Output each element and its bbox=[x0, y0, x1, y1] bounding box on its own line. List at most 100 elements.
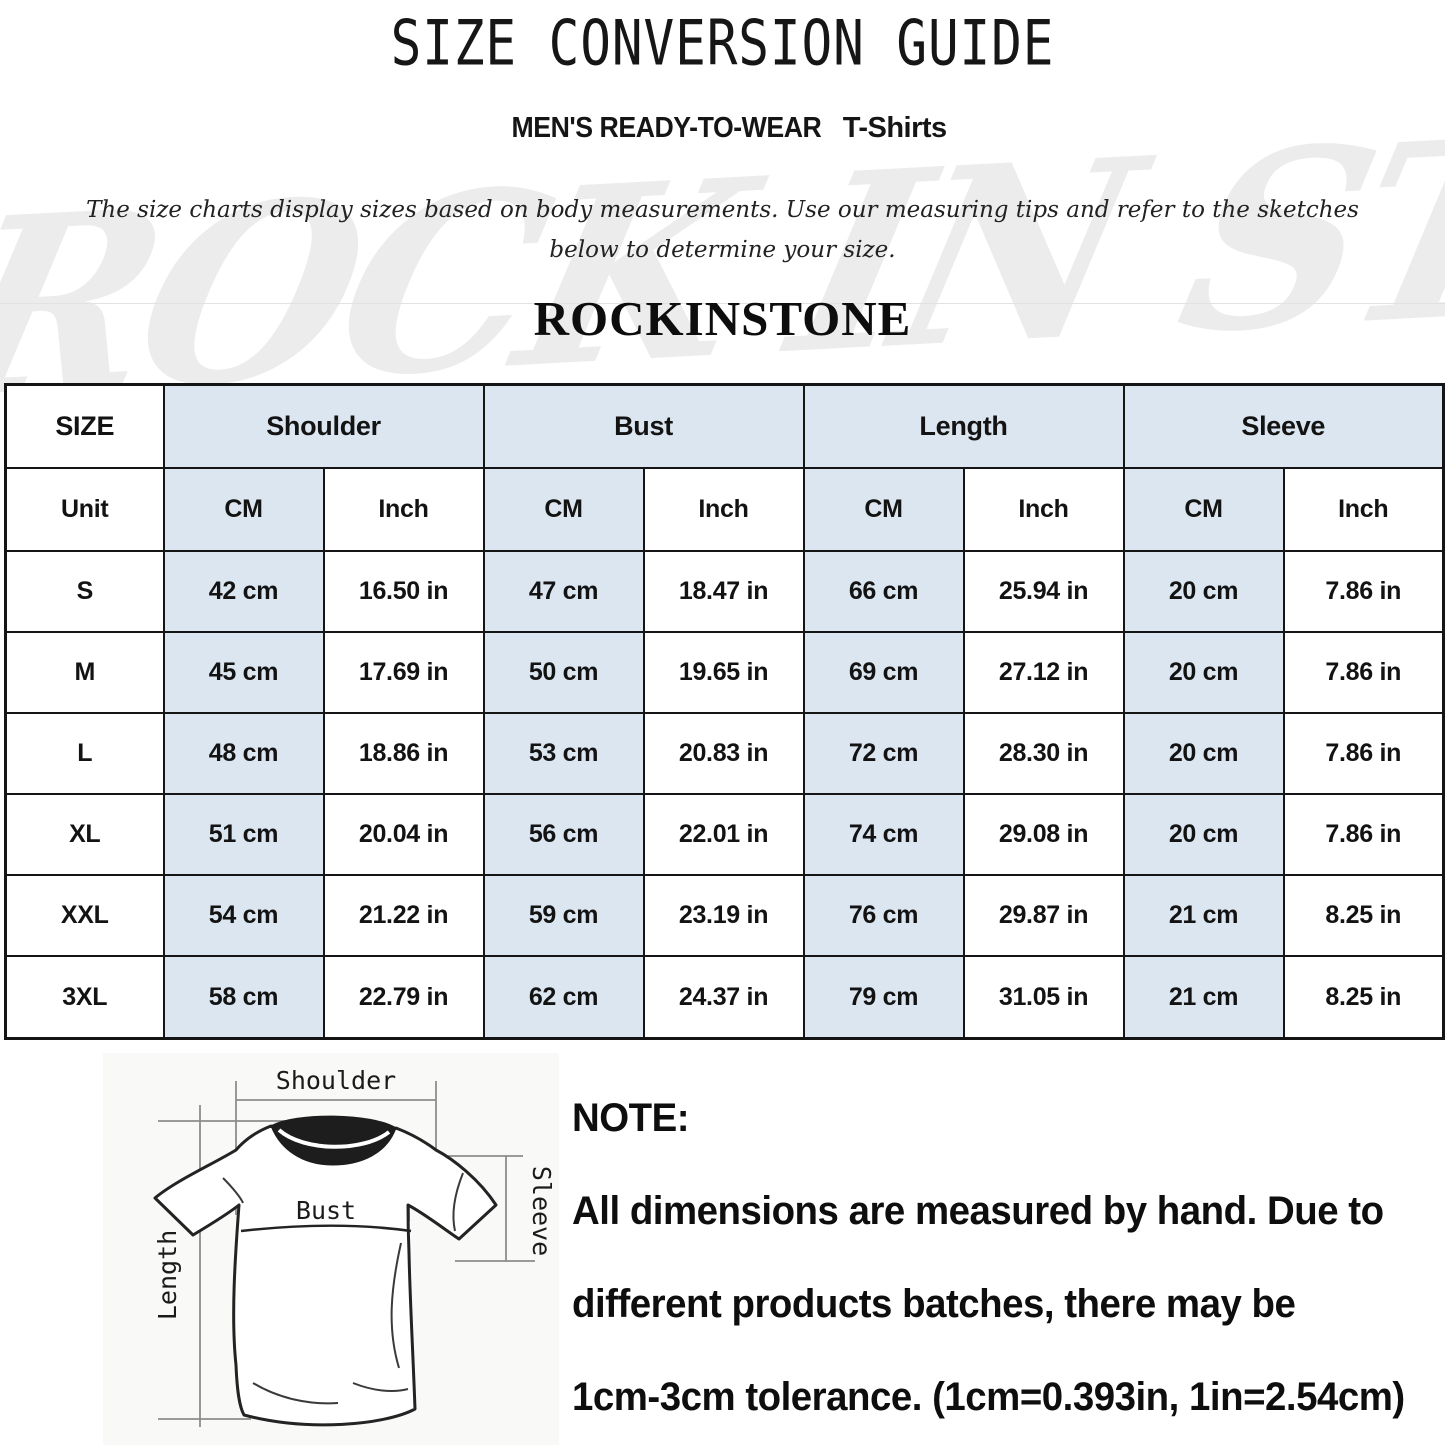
table-cell: 7.86 in bbox=[1282, 631, 1445, 715]
table-cell: 24.37 in bbox=[642, 955, 805, 1040]
subtitle-category: MEN'S READY-TO-WEAR bbox=[511, 112, 822, 144]
tshirt-outline bbox=[153, 1124, 498, 1427]
table-row-xxl: XXL 54 cm 21.22 in 59 cm 23.19 in 76 cm … bbox=[4, 874, 1445, 958]
table-cell: 8.25 in bbox=[1282, 874, 1445, 958]
table-row-m: M 45 cm 17.69 in 50 cm 19.65 in 69 cm 27… bbox=[4, 631, 1445, 715]
tshirt-collar-rib bbox=[277, 1128, 391, 1149]
brand-name: ROCKINSTONE bbox=[533, 291, 912, 346]
bust-line bbox=[240, 1224, 412, 1233]
size-label: M bbox=[4, 631, 165, 715]
table-cell: 51 cm bbox=[162, 793, 325, 877]
table-cell: 56 cm bbox=[482, 793, 645, 877]
table-cell: 27.12 in bbox=[962, 631, 1125, 715]
table-cell: 69 cm bbox=[802, 631, 965, 715]
size-label: 3XL bbox=[4, 955, 165, 1040]
table-cell: 66 cm bbox=[802, 549, 965, 634]
table-cell: 21 cm bbox=[1122, 955, 1285, 1040]
table-cell: 48 cm bbox=[162, 712, 325, 796]
unit-cell: CM bbox=[482, 467, 645, 552]
table-cell: 79 cm bbox=[802, 955, 965, 1040]
size-label: S bbox=[4, 549, 165, 634]
table-cell: 72 cm bbox=[802, 712, 965, 796]
table-cell: 59 cm bbox=[482, 874, 645, 958]
table-row-l: L 48 cm 18.86 in 53 cm 20.83 in 72 cm 28… bbox=[4, 712, 1445, 796]
table-cell: 25.94 in bbox=[962, 549, 1125, 634]
note-heading: NOTE: bbox=[572, 1096, 690, 1140]
table-cell: 76 cm bbox=[802, 874, 965, 958]
bust-label: Bust bbox=[296, 1196, 356, 1225]
unit-label: Unit bbox=[4, 467, 165, 552]
size-label: L bbox=[4, 712, 165, 796]
table-cell: 53 cm bbox=[482, 712, 645, 796]
unit-cell: CM bbox=[162, 467, 325, 552]
table-cell: 16.50 in bbox=[322, 549, 485, 634]
sleeve-label: Sleeve bbox=[527, 1166, 556, 1256]
table-cell: 18.47 in bbox=[642, 549, 805, 634]
table-unit-row: Unit CM Inch CM Inch CM Inch CM Inch bbox=[4, 467, 1445, 552]
table-cell: 47 cm bbox=[482, 549, 645, 634]
table-cell: 22.01 in bbox=[642, 793, 805, 877]
unit-cell: Inch bbox=[322, 467, 485, 552]
table-cell: 19.65 in bbox=[642, 631, 805, 715]
table-cell: 17.69 in bbox=[322, 631, 485, 715]
table-cell: 28.30 in bbox=[962, 712, 1125, 796]
table-cell: 58 cm bbox=[162, 955, 325, 1040]
note-line-3: 1cm-3cm tolerance. (1cm=0.393in, 1in=2.5… bbox=[572, 1375, 1405, 1419]
fold-lines bbox=[222, 1172, 464, 1405]
table-group-header-row: SIZE Shoulder Bust Length Sleeve bbox=[4, 383, 1445, 469]
table-cell: 50 cm bbox=[482, 631, 645, 715]
tshirt-collar bbox=[270, 1115, 397, 1166]
tshirt-measurement-diagram: Shoulder Bust Length Sleeve bbox=[103, 1053, 559, 1445]
instructions-line-2: below to determine your size. bbox=[549, 237, 896, 263]
table-cell: 21.22 in bbox=[322, 874, 485, 958]
table-row-3xl: 3XL 58 cm 22.79 in 62 cm 24.37 in 79 cm … bbox=[4, 955, 1445, 1040]
unit-cell: Inch bbox=[642, 467, 805, 552]
table-cell: 20 cm bbox=[1122, 712, 1285, 796]
table-cell: 45 cm bbox=[162, 631, 325, 715]
unit-cell: Inch bbox=[962, 467, 1125, 552]
table-cell: 20.83 in bbox=[642, 712, 805, 796]
table-cell: 74 cm bbox=[802, 793, 965, 877]
unit-cell: Inch bbox=[1282, 467, 1445, 552]
page-title: SIZE CONVERSION GUIDE bbox=[390, 6, 1055, 80]
subtitle-product: T-Shirts bbox=[842, 112, 947, 144]
length-label: Length bbox=[153, 1230, 182, 1320]
table-cell: 22.79 in bbox=[322, 955, 485, 1040]
header-size: SIZE bbox=[4, 383, 165, 469]
header-bust: Bust bbox=[482, 383, 805, 469]
table-row-xl: XL 51 cm 20.04 in 56 cm 22.01 in 74 cm 2… bbox=[4, 793, 1445, 877]
size-label: XXL bbox=[4, 874, 165, 958]
note-line-2: different products batches, there may be bbox=[572, 1282, 1296, 1326]
table-cell: 20 cm bbox=[1122, 549, 1285, 634]
unit-cell: CM bbox=[1122, 467, 1285, 552]
instructions-line-1: The size charts display sizes based on b… bbox=[86, 197, 1359, 223]
table-cell: 18.86 in bbox=[322, 712, 485, 796]
size-label: XL bbox=[4, 793, 165, 877]
table-cell: 7.86 in bbox=[1282, 549, 1445, 634]
table-cell: 21 cm bbox=[1122, 874, 1285, 958]
unit-cell: CM bbox=[802, 467, 965, 552]
divider-line bbox=[0, 303, 1445, 304]
shoulder-label: Shoulder bbox=[276, 1066, 396, 1095]
table-cell: 7.86 in bbox=[1282, 712, 1445, 796]
table-cell: 8.25 in bbox=[1282, 955, 1445, 1040]
note-line-1: All dimensions are measured by hand. Due… bbox=[572, 1189, 1384, 1233]
table-cell: 42 cm bbox=[162, 549, 325, 634]
header-length: Length bbox=[802, 383, 1125, 469]
table-cell: 29.08 in bbox=[962, 793, 1125, 877]
table-cell: 20 cm bbox=[1122, 631, 1285, 715]
table-cell: 29.87 in bbox=[962, 874, 1125, 958]
page-subtitle: MEN'S READY-TO-WEAR T-Shirts bbox=[0, 112, 1445, 145]
header-shoulder: Shoulder bbox=[162, 383, 485, 469]
table-cell: 54 cm bbox=[162, 874, 325, 958]
size-conversion-table: SIZE Shoulder Bust Length Sleeve Unit CM… bbox=[4, 383, 1445, 1040]
table-cell: 62 cm bbox=[482, 955, 645, 1040]
measuring-instructions: The size charts display sizes based on b… bbox=[0, 190, 1445, 270]
table-cell: 20 cm bbox=[1122, 793, 1285, 877]
table-cell: 31.05 in bbox=[962, 955, 1125, 1040]
note-block: NOTE: All dimensions are measured by han… bbox=[572, 1072, 1405, 1444]
table-cell: 23.19 in bbox=[642, 874, 805, 958]
header-sleeve: Sleeve bbox=[1122, 383, 1445, 469]
table-row-s: S 42 cm 16.50 in 47 cm 18.47 in 66 cm 25… bbox=[4, 549, 1445, 634]
table-cell: 20.04 in bbox=[322, 793, 485, 877]
